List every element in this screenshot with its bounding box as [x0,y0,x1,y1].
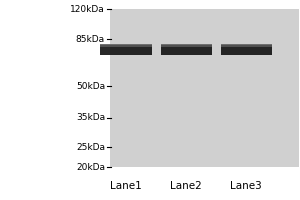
Bar [220,44,272,55]
Text: Lane1: Lane1 [110,181,142,191]
Text: 85kDa: 85kDa [76,35,105,44]
Bar [160,44,211,47]
Text: 50kDa: 50kDa [76,82,105,91]
Bar [110,9,298,167]
Bar [220,44,272,45]
Bar [220,44,272,47]
Bar [160,44,211,55]
Text: 120kDa: 120kDa [70,4,105,14]
Bar [100,44,152,55]
Bar [160,44,211,45]
Bar [100,44,152,45]
Text: 20kDa: 20kDa [76,162,105,171]
Text: 25kDa: 25kDa [76,143,105,152]
Text: Lane2: Lane2 [170,181,202,191]
Bar [100,44,152,47]
Text: 35kDa: 35kDa [76,113,105,122]
Text: Lane3: Lane3 [230,181,262,191]
